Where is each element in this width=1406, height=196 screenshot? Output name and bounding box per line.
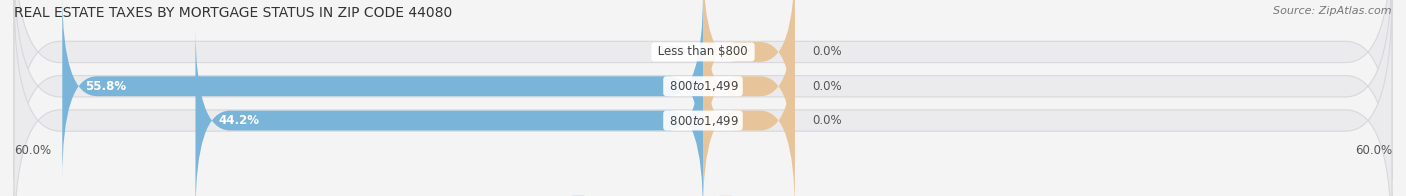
FancyBboxPatch shape <box>703 0 794 145</box>
FancyBboxPatch shape <box>703 0 794 179</box>
FancyBboxPatch shape <box>195 28 703 196</box>
Text: 60.0%: 60.0% <box>1355 144 1392 157</box>
Text: Less than $800: Less than $800 <box>654 45 752 58</box>
Legend: Without Mortgage, With Mortgage: Without Mortgage, With Mortgage <box>567 191 839 196</box>
Text: 55.8%: 55.8% <box>86 80 127 93</box>
Text: 0.0%: 0.0% <box>813 114 842 127</box>
Text: 44.2%: 44.2% <box>218 114 260 127</box>
Text: 0.0%: 0.0% <box>813 45 842 58</box>
Text: $800 to $1,499: $800 to $1,499 <box>666 79 740 93</box>
Text: 0.0%: 0.0% <box>657 45 686 58</box>
FancyBboxPatch shape <box>14 0 1392 179</box>
FancyBboxPatch shape <box>62 0 703 179</box>
Text: $800 to $1,499: $800 to $1,499 <box>666 113 740 128</box>
FancyBboxPatch shape <box>14 0 1392 196</box>
Text: Source: ZipAtlas.com: Source: ZipAtlas.com <box>1274 6 1392 16</box>
Text: REAL ESTATE TAXES BY MORTGAGE STATUS IN ZIP CODE 44080: REAL ESTATE TAXES BY MORTGAGE STATUS IN … <box>14 6 453 20</box>
FancyBboxPatch shape <box>14 0 1392 196</box>
Text: 0.0%: 0.0% <box>813 80 842 93</box>
FancyBboxPatch shape <box>703 28 794 196</box>
Text: 60.0%: 60.0% <box>14 144 51 157</box>
